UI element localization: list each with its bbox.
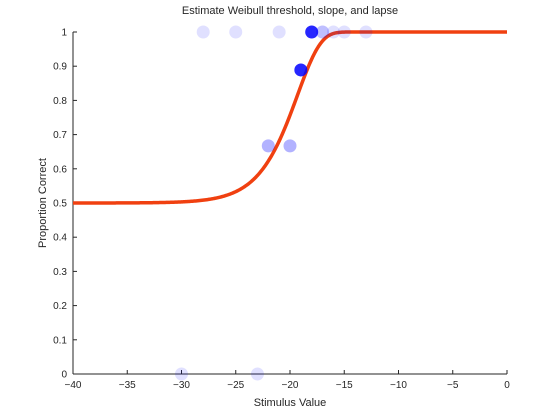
- data-point: [359, 25, 373, 39]
- y-tick-label: 0.6: [53, 164, 67, 175]
- y-tick-label: 0.9: [53, 62, 67, 73]
- x-tick-label: −20: [282, 380, 299, 391]
- x-axis-label: Stimulus Value: [254, 397, 327, 409]
- data-point: [175, 367, 188, 381]
- chart-title: Estimate Weibull threshold, slope, and l…: [182, 5, 398, 17]
- y-tick-label: 1: [61, 28, 67, 39]
- data-point: [337, 25, 351, 39]
- data-point: [283, 139, 297, 153]
- x-tick-label: −40: [65, 380, 82, 391]
- plot-area: −40 −35 −30 −25 −20 −15 −10 −5 0 0 0.1 0.2 0.3 0.4 0.5…: [53, 25, 510, 391]
- x-tick-label: −30: [173, 380, 190, 391]
- x-tick-label: −15: [336, 380, 353, 391]
- data-point: [261, 139, 275, 153]
- data-point: [196, 25, 210, 39]
- data-point: [316, 25, 330, 39]
- y-tick-label: 0.7: [53, 130, 67, 141]
- y-tick-label: 0: [61, 370, 67, 381]
- y-tick-label: 0.4: [53, 233, 67, 244]
- x-tick-label: 0: [504, 380, 510, 391]
- x-tick-label: −25: [227, 380, 244, 391]
- y-tick-label: 0.8: [53, 96, 67, 107]
- x-tick-label: −5: [447, 380, 459, 391]
- x-tick-label: −10: [390, 380, 407, 391]
- y-tick-label: 0.3: [53, 267, 67, 278]
- data-point: [294, 63, 308, 77]
- y-axis-label: Proportion Correct: [37, 158, 49, 248]
- x-tick-label: −35: [119, 380, 136, 391]
- data-point: [305, 25, 319, 39]
- data-point: [272, 25, 286, 39]
- y-tick-label: 0.2: [53, 301, 67, 312]
- data-point: [250, 367, 264, 381]
- y-tick-label: 0.5: [53, 199, 67, 210]
- data-point: [326, 25, 340, 39]
- data-point: [229, 25, 243, 39]
- weibull-fit-line: [72, 30, 508, 205]
- y-tick-label: 0.1: [53, 335, 67, 346]
